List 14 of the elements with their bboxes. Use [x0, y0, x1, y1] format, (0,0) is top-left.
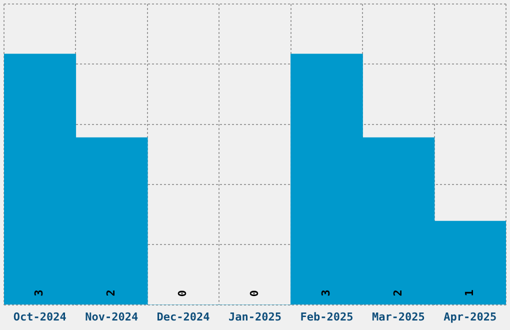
data-label: 2: [391, 290, 404, 296]
x-tick-label: Dec-2024: [156, 310, 210, 324]
x-tick-label: Jan-2025: [228, 310, 282, 324]
x-tick-label: Mar-2025: [372, 310, 425, 324]
data-label: 0: [248, 290, 261, 297]
x-tick-label: Oct-2024: [13, 310, 67, 324]
data-label: 1: [463, 289, 476, 296]
data-label: 0: [176, 290, 190, 297]
x-tick-label: Apr-2025: [444, 310, 497, 324]
data-label: 3: [320, 290, 333, 296]
x-tick-label: Feb-2025: [300, 310, 354, 324]
x-tick-label: Nov-2024: [85, 310, 138, 324]
data-label: 3: [32, 290, 46, 296]
data-label: 2: [104, 290, 118, 296]
